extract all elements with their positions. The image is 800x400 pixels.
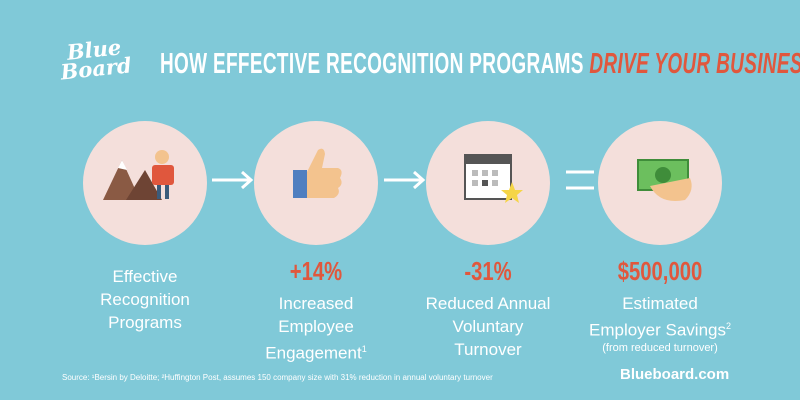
circles [83, 121, 722, 245]
label-line: Employee [278, 317, 354, 336]
logo: Blue Board [48, 34, 141, 84]
step-label: Increased Employee Engagement1 [231, 292, 401, 365]
label-line: Recognition [100, 290, 190, 309]
step-label: Estimated Employer Savings2 [575, 292, 745, 342]
label-line: Employer Savings2 [575, 315, 745, 342]
step-stat: -31% [464, 256, 512, 286]
connectors [212, 170, 594, 190]
money-icon [637, 159, 692, 202]
step-label: Effective Recognition Programs [60, 265, 230, 334]
footnote-mark: 1 [361, 344, 367, 354]
thumbs-up-icon [293, 148, 342, 198]
site-link: Blueboard.com [620, 366, 730, 383]
step-note: (from reduced turnover) [602, 341, 718, 354]
label-line: Increased [278, 294, 354, 313]
label-line: Effective [112, 267, 178, 286]
step-label: Reduced Annual Voluntary Turnover [403, 292, 573, 361]
step: Effective Recognition Programs [60, 265, 230, 334]
source-note: Source: ¹Bersin by Deloitte; ²Huffington… [62, 373, 493, 382]
step-stat: +14% [289, 256, 343, 286]
title: HOW EFFECTIVE RECOGNITION PROGRAMS DRIVE… [160, 48, 800, 81]
title-highlight: DRIVE YOUR BUSINESS [589, 48, 800, 80]
label-line: Turnover [454, 340, 522, 359]
label-line: Estimated [622, 294, 698, 313]
label-line: Voluntary [452, 317, 524, 336]
step: -31% Reduced Annual Voluntary Turnover [403, 256, 573, 361]
step: +14% Increased Employee Engagement1 [231, 256, 401, 365]
mountain-icon [103, 150, 174, 200]
label-text: Employer Savings [588, 320, 726, 340]
calendar-icon [464, 154, 523, 203]
footnote-mark: 2 [726, 321, 732, 331]
step: $500,000 Estimated Employer Savings2 (fro… [575, 256, 745, 355]
label-line: Reduced Annual [425, 294, 551, 313]
title-main: HOW EFFECTIVE RECOGNITION PROGRAMS [160, 48, 584, 80]
label-line: Engagement1 [231, 338, 401, 365]
label-line: Programs [108, 313, 182, 332]
label-text: Engagement [265, 343, 362, 363]
step-stat: $500,000 [617, 256, 703, 286]
